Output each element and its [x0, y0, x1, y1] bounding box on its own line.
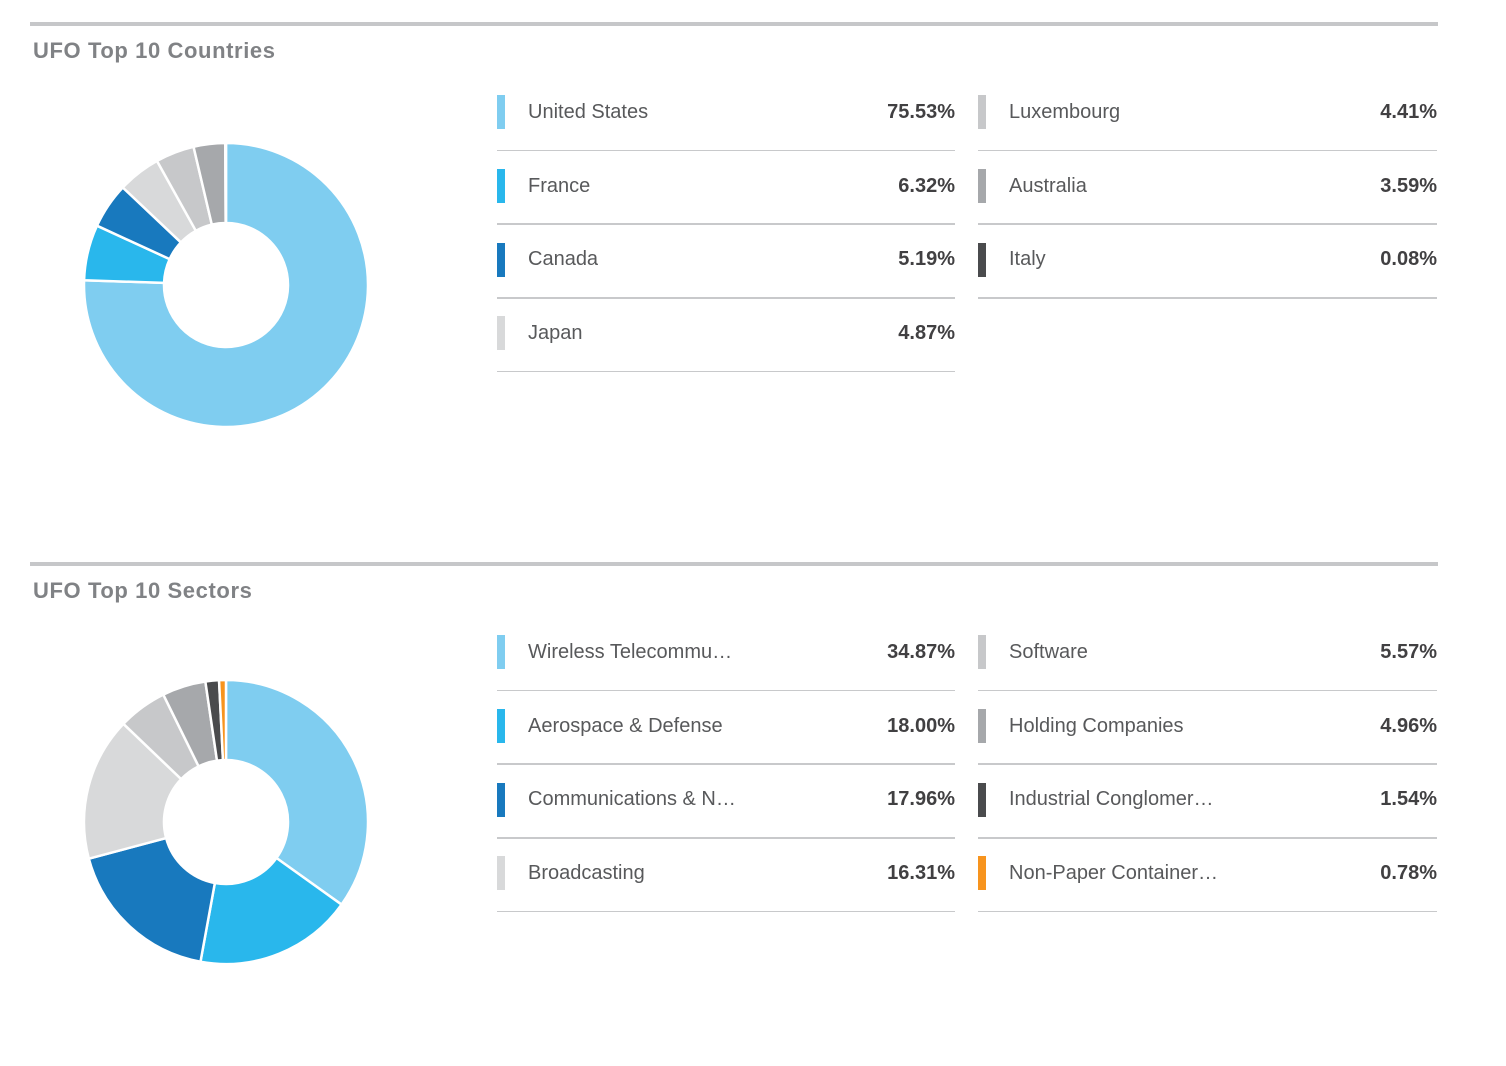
legend-swatch — [497, 782, 505, 817]
legend-column: United States 75.53% France 6.32% Canada 5.19… — [497, 84, 955, 379]
legend-label: Non-Paper Container… — [1009, 861, 1218, 884]
legend-label: Canada — [528, 248, 599, 271]
section-divider — [30, 22, 1438, 26]
countries-donut-chart — [82, 141, 370, 429]
legend-value: 18.00% — [887, 714, 955, 737]
sectors-legend: Wireless Telecommu… 34.87% Aerospace & Def… — [497, 624, 1437, 919]
legend-row: Canada 5.19% — [497, 231, 955, 305]
legend-value: 34.87% — [887, 640, 955, 663]
donut-segment — [217, 678, 228, 762]
sectors-donut-svg — [82, 678, 370, 966]
legend-swatch — [978, 782, 986, 817]
legend-column: Luxembourg 4.41% Australia 3.59% Italy 0.08% — [978, 84, 1437, 379]
legend-value: 6.32% — [898, 174, 955, 197]
legend-swatch — [978, 856, 986, 891]
legend-value: 0.78% — [1380, 861, 1437, 884]
legend-label: Broadcasting — [528, 861, 645, 884]
legend-row: Communications & N… 17.96% — [497, 771, 955, 845]
legend-row: Wireless Telecommu… 34.87% — [497, 624, 955, 698]
legend-label: Software — [1009, 640, 1088, 663]
legend-row: Aerospace & Defense 18.00% — [497, 698, 955, 772]
donut-segment — [224, 141, 228, 225]
section-divider — [30, 562, 1438, 566]
legend-value: 17.96% — [887, 788, 955, 811]
legend-swatch — [497, 169, 505, 204]
legend-column: Software 5.57% Holding Companies 4.96% Indus… — [978, 624, 1437, 919]
legend-swatch — [978, 709, 986, 744]
legend-swatch — [497, 856, 505, 891]
legend-swatch — [497, 242, 505, 277]
legend-row: Italy 0.08% — [978, 231, 1437, 305]
section-title-sectors: UFO Top 10 Sectors — [33, 578, 253, 603]
legend-swatch — [978, 95, 986, 130]
donut-segment — [224, 678, 370, 906]
legend-label: Aerospace & Defense — [528, 714, 723, 737]
legend-swatch — [978, 635, 986, 670]
legend-value: 4.87% — [898, 321, 955, 344]
legend-value: 4.96% — [1380, 714, 1437, 737]
legend-label: Communications & N… — [528, 788, 736, 811]
section-title-countries: UFO Top 10 Countries — [33, 38, 276, 63]
legend-row: Holding Companies 4.96% — [978, 698, 1437, 772]
legend-swatch — [497, 316, 505, 351]
legend-value: 1.54% — [1380, 788, 1437, 811]
legend-label: Holding Companies — [1009, 714, 1184, 737]
countries-legend: United States 75.53% France 6.32% Canada 5.19… — [497, 84, 1437, 379]
legend-label: France — [528, 174, 591, 197]
legend-label: Wireless Telecommu… — [528, 640, 733, 663]
countries-donut-svg — [82, 141, 370, 429]
legend-row: United States 75.53% — [497, 84, 955, 158]
legend-swatch — [497, 635, 505, 670]
legend-column: Wireless Telecommu… 34.87% Aerospace & Def… — [497, 624, 955, 919]
legend-swatch — [978, 242, 986, 277]
legend-row: Industrial Conglomer… 1.54% — [978, 771, 1437, 845]
legend-row: Software 5.57% — [978, 624, 1437, 698]
legend-value: 16.31% — [887, 861, 955, 884]
legend-value: 4.41% — [1380, 100, 1437, 123]
legend-row: Australia 3.59% — [978, 158, 1437, 232]
legend-value: 0.08% — [1380, 248, 1437, 271]
legend-label: Japan — [528, 321, 583, 344]
legend-row: Non-Paper Container… 0.78% — [978, 845, 1437, 919]
legend-row: France 6.32% — [497, 158, 955, 232]
legend-label: United States — [528, 100, 649, 123]
donut-segment — [199, 856, 343, 966]
legend-swatch — [497, 95, 505, 130]
legend-value: 5.57% — [1380, 640, 1437, 663]
legend-row: Broadcasting 16.31% — [497, 845, 955, 919]
legend-swatch — [497, 709, 505, 744]
legend-label: Australia — [1009, 174, 1087, 197]
donut-segment — [82, 141, 370, 429]
donut-segment — [87, 836, 217, 963]
legend-value: 3.59% — [1380, 174, 1437, 197]
legend-row: Luxembourg 4.41% — [978, 84, 1437, 158]
legend-value: 5.19% — [898, 248, 955, 271]
legend-swatch — [978, 169, 986, 204]
section-top-countries: UFO Top 10 Countries United States 75.53%… — [0, 22, 1506, 562]
legend-label: Italy — [1009, 248, 1046, 271]
legend-label: Industrial Conglomer… — [1009, 788, 1214, 811]
sectors-donut-chart — [82, 678, 370, 966]
legend-value: 75.53% — [887, 100, 955, 123]
legend-row: Japan 4.87% — [497, 305, 955, 379]
section-top-sectors: UFO Top 10 Sectors Wireless Telecommu… 34… — [0, 562, 1506, 1066]
legend-label: Luxembourg — [1009, 100, 1121, 123]
